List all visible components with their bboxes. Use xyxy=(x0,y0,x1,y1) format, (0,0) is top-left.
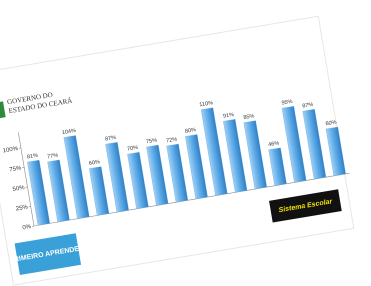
chart: GOVERNO DO ESTADO DO CEARÁ PRIMEIRO APRE… xyxy=(0,0,371,286)
page: {"chart_data": {"type": "bar", "values":… xyxy=(0,0,371,286)
document: GOVERNO DO ESTADO DO CEARÁ PRIMEIRO APRE… xyxy=(0,15,359,285)
